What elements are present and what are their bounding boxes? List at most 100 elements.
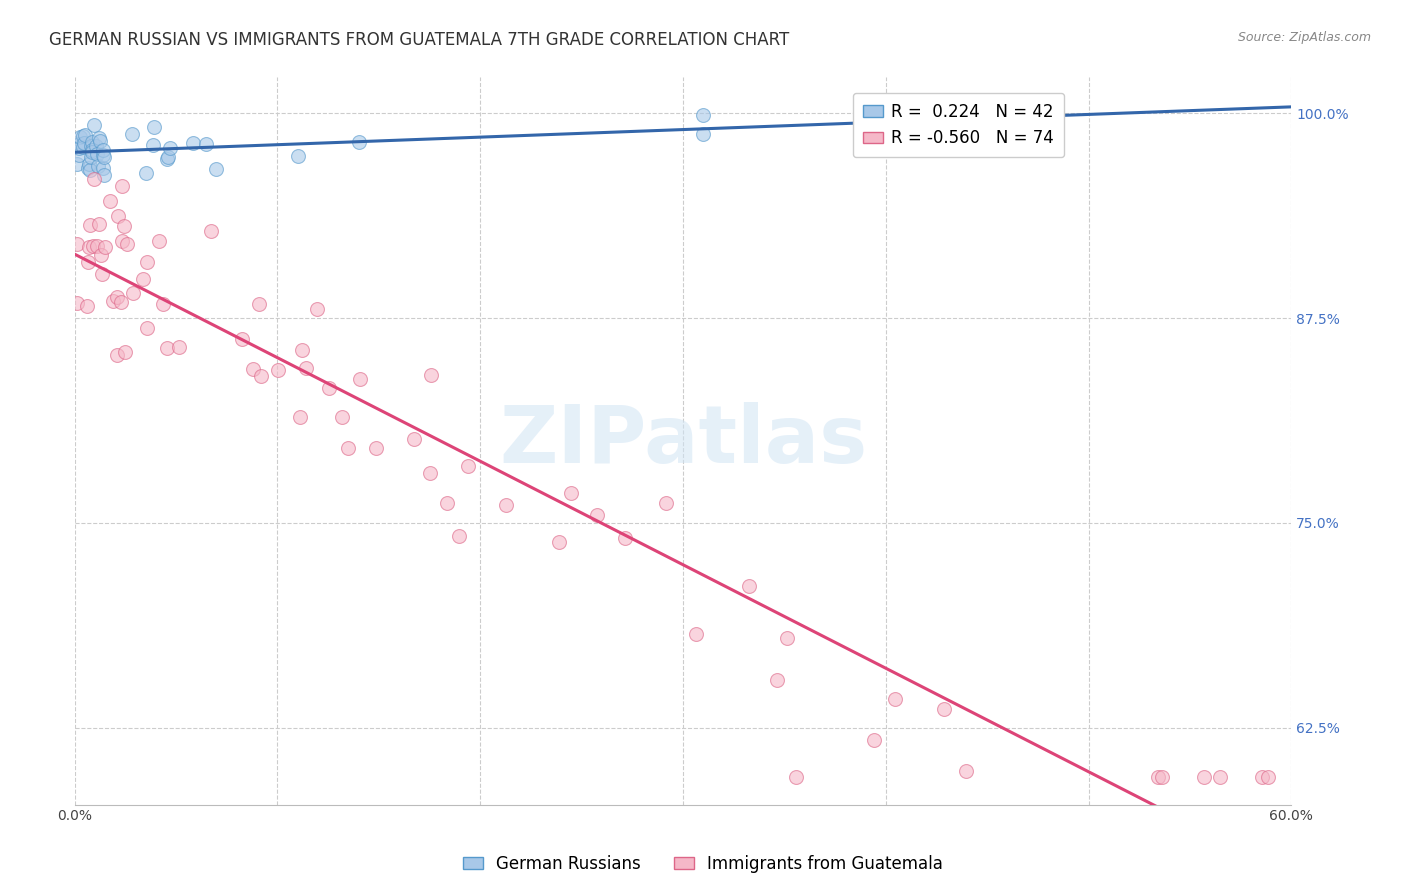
Point (80, 150, 103, 164)
Point (766, 673, 789, 687)
Point (231, 332, 253, 346)
Point (267, 362, 290, 376)
Point (366, 442, 388, 456)
Point (67, 148, 90, 162)
Point (94, 240, 117, 254)
Point (67, 141, 90, 155)
Point (86, 239, 108, 253)
Point (114, 345, 136, 359)
Point (1208, 770, 1230, 784)
Point (135, 255, 157, 269)
Point (69, 129, 91, 144)
Point (101, 293, 124, 308)
Point (305, 301, 328, 316)
Point (932, 702, 955, 716)
Point (73, 128, 96, 142)
Point (1194, 770, 1216, 784)
Point (204, 161, 226, 176)
Point (1257, 770, 1279, 784)
Point (93, 168, 115, 182)
Point (80, 143, 103, 157)
Point (457, 459, 479, 474)
Point (76, 299, 98, 313)
Point (692, 127, 714, 141)
Point (80, 135, 103, 149)
Point (105, 290, 128, 304)
Point (181, 136, 204, 150)
Point (195, 137, 218, 152)
Point (157, 150, 180, 164)
Point (152, 297, 174, 311)
Point (91, 148, 114, 162)
Point (135, 166, 157, 180)
Point (290, 409, 312, 424)
Point (90, 247, 112, 261)
Point (66, 156, 89, 170)
Point (250, 369, 273, 384)
Point (692, 108, 714, 122)
Legend: German Russians, Immigrants from Guatemala: German Russians, Immigrants from Guatema… (456, 848, 950, 880)
Point (419, 467, 441, 481)
Point (685, 627, 707, 641)
Point (156, 152, 179, 166)
Point (80, 139, 103, 153)
Point (66, 296, 89, 310)
Point (86, 147, 108, 161)
Point (114, 219, 136, 234)
Point (337, 441, 360, 455)
Point (955, 764, 977, 778)
Point (72, 140, 94, 154)
Text: Source: ZipAtlas.com: Source: ZipAtlas.com (1237, 31, 1371, 45)
Point (77, 240, 100, 254)
Point (79, 163, 101, 178)
Point (785, 770, 807, 784)
Point (135, 321, 157, 335)
Point (614, 531, 637, 545)
Point (98, 194, 121, 209)
Point (91, 143, 114, 157)
Point (167, 340, 190, 354)
Point (82, 239, 104, 253)
Point (287, 149, 309, 163)
Point (560, 486, 582, 500)
Point (111, 178, 134, 193)
Point (83, 172, 105, 186)
Point (142, 137, 165, 152)
Point (122, 285, 145, 300)
Point (447, 529, 470, 543)
Legend: R =  0.224   N = 42, R = -0.560   N = 74: R = 0.224 N = 42, R = -0.560 N = 74 (853, 93, 1064, 157)
Point (156, 341, 179, 355)
Point (547, 535, 569, 549)
Point (349, 372, 371, 386)
Point (72, 129, 94, 144)
Point (82, 145, 104, 159)
Point (159, 141, 181, 155)
Point (111, 234, 134, 248)
Point (295, 360, 318, 375)
Point (131, 272, 153, 286)
Point (347, 135, 370, 149)
Point (655, 496, 678, 510)
Point (420, 368, 443, 382)
Point (93, 150, 115, 164)
Point (495, 498, 517, 512)
Point (73, 136, 96, 150)
Point (105, 348, 128, 362)
Point (89, 217, 111, 231)
Text: ZIPatlas: ZIPatlas (499, 402, 868, 480)
Point (242, 362, 264, 376)
Point (402, 433, 425, 447)
Point (87, 131, 110, 145)
Point (737, 579, 759, 593)
Point (107, 209, 129, 223)
Point (91, 161, 114, 175)
Point (1146, 770, 1168, 784)
Point (436, 496, 458, 510)
Point (84, 138, 107, 153)
Point (318, 381, 340, 395)
Point (83, 119, 105, 133)
Point (863, 733, 886, 747)
Point (77, 157, 100, 171)
Point (143, 120, 166, 134)
Point (291, 343, 314, 358)
